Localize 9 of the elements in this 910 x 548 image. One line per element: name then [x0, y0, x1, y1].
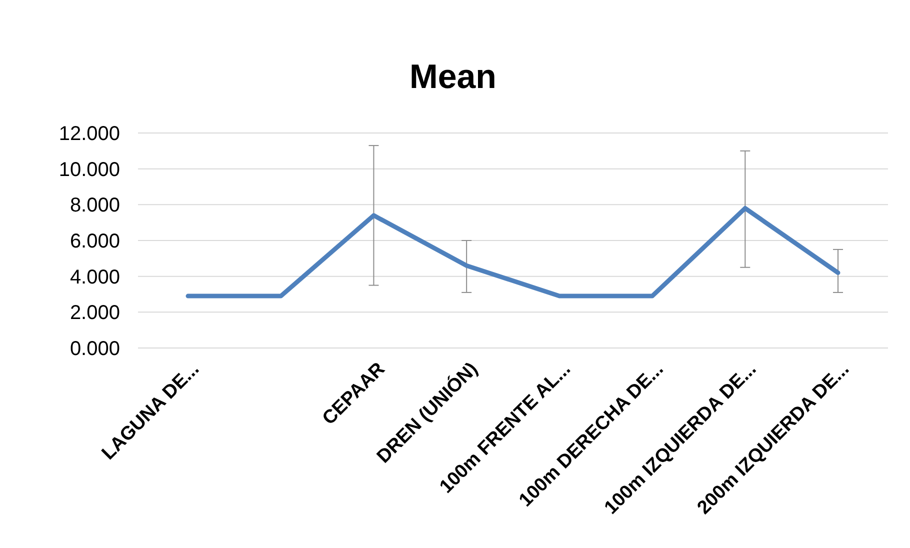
- line-series: [186, 206, 840, 298]
- y-tick-label: 10.000: [58, 158, 120, 181]
- y-tick-label: 12.000: [58, 123, 120, 145]
- y-tick-label: 0.000: [70, 338, 120, 360]
- y-tick-label: 4.000: [70, 266, 120, 288]
- chart-title: Mean: [410, 58, 496, 96]
- y-tick-label: 2.000: [70, 302, 120, 324]
- y-tick-label: 8.000: [70, 194, 120, 217]
- y-tick-label: 6.000: [70, 230, 120, 252]
